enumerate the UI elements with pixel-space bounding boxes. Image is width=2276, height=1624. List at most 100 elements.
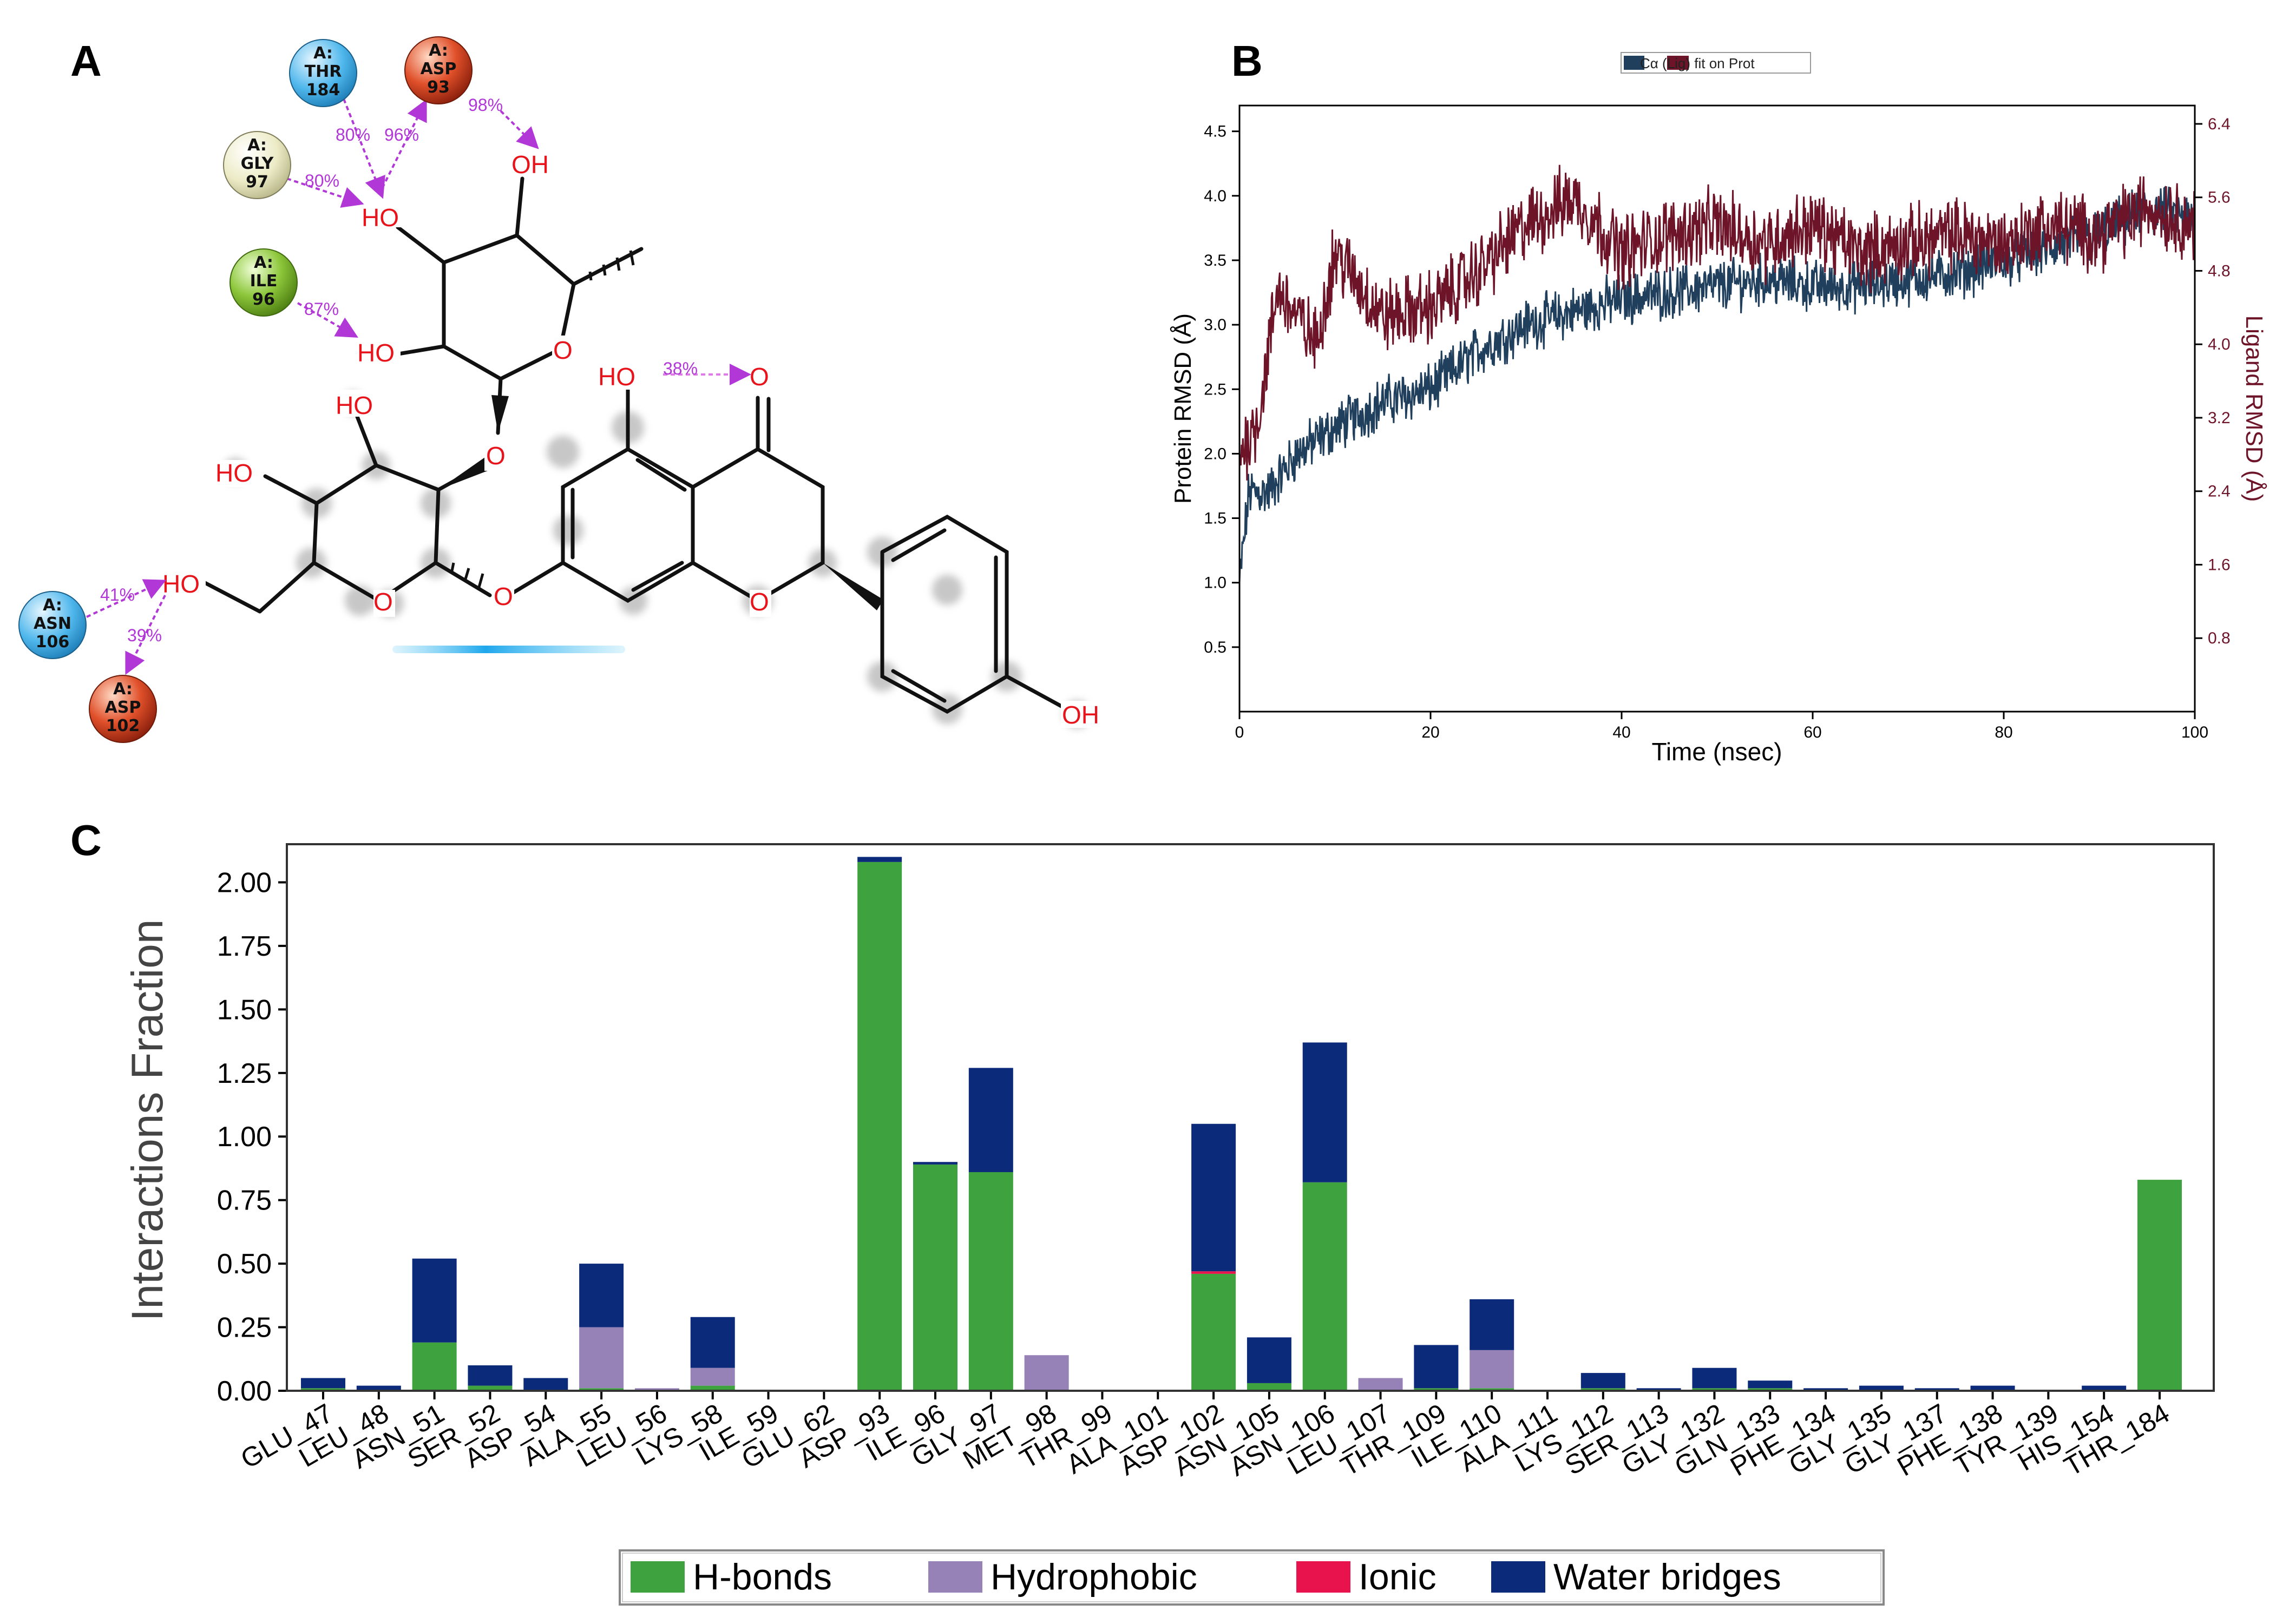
legend-swatch-ionic: [1296, 1561, 1350, 1593]
legend-swatch-hydrophobic: [928, 1561, 982, 1593]
rmsd-y-right-label: Ligand RMSD (Å): [2241, 315, 2267, 502]
ligand-hash-bonds: [450, 250, 635, 588]
bar-y-tick-label: 0.75: [217, 1185, 272, 1217]
atom-ho-glc-1: HO: [336, 391, 373, 419]
rmsd-y-right-tick-label: 4.8: [2208, 262, 2231, 280]
panel-letter-c: C: [70, 816, 102, 864]
bar-leu_107-hydrophobic: [1358, 1378, 1403, 1391]
bar-lys_112-h-bonds: [1580, 1388, 1625, 1391]
pct-asn106: 41%: [100, 585, 135, 604]
bar-asp_102-h-bonds: [1191, 1273, 1236, 1391]
bar-gly_132-h-bonds: [1692, 1388, 1737, 1391]
rmsd-y-left-label: Protein RMSD (Å): [1170, 313, 1196, 504]
bar-phe_138-water-bridges: [1970, 1385, 2015, 1391]
rmsd-x-tick-label: 40: [1612, 724, 1630, 741]
bar-y-tick-label: 2.00: [217, 867, 272, 898]
bar-asn_106-water-bridges: [1302, 1042, 1347, 1182]
atom-ho-aglycone: HO: [598, 363, 635, 391]
rmsd-y-right-tick-label: 4.0: [2208, 336, 2231, 353]
bar-glu_47-h-bonds: [301, 1388, 345, 1391]
interactions-bar-chart: GLU_47LEU_48ASN_51SER_52ASP_54ALA_55LEU_…: [123, 843, 2215, 1606]
atom-o-glc-ring: O: [373, 588, 393, 616]
bar-asn_105-h-bonds: [1247, 1383, 1291, 1391]
bar-y-tick-label: 1.75: [217, 931, 272, 962]
atom-oh-rha: OH: [511, 150, 549, 179]
bar-plot-area: [286, 843, 2215, 1392]
atom-o-glycoside: O: [486, 442, 506, 470]
residue-thr184-chain: A:: [313, 44, 333, 63]
bar-gln_133-water-bridges: [1748, 1380, 1793, 1389]
bar-ile_96-water-bridges: [913, 1162, 957, 1165]
bar-thr_109-water-bridges: [1414, 1345, 1459, 1389]
rmsd-axes-layer: 0 20 40 60 80 100 0.5 1.0 1.5 2.0 2.5 3.0 3.5 4.0 4.5 0…: [1204, 104, 2231, 741]
bar-lys_112-water-bridges: [1580, 1373, 1625, 1389]
bar-lys_58-h-bonds: [690, 1385, 735, 1391]
bar-y-tick-label: 0.50: [217, 1248, 272, 1280]
rmsd-chart: 0 20 40 60 80 100 0.5 1.0 1.5 2.0 2.5 3.0 3.5 4.0 4.5 0…: [1170, 52, 2267, 766]
bar-gln_133-h-bonds: [1748, 1388, 1793, 1391]
residue-thr184-name: THR: [305, 62, 342, 81]
pct-asp102: 39%: [127, 626, 162, 645]
bar-ala_55-hydrophobic: [579, 1327, 624, 1389]
atom-ho-glc-2: HO: [215, 459, 253, 487]
rmsd-y-left-tick-label: 4.0: [1204, 187, 1226, 205]
bar-leu_48-water-bridges: [356, 1385, 401, 1391]
residue-gly97-chain: A:: [247, 136, 267, 155]
residue-ile96-name: ILE: [250, 272, 278, 291]
residue-ile96-chain: A:: [254, 253, 273, 272]
panel-letter-a: A: [70, 37, 102, 85]
residue-asp93-name: ASP: [421, 60, 457, 78]
bar-ile_110-hydrophobic: [1470, 1350, 1514, 1389]
bar-phe_134-water-bridges: [1803, 1388, 1848, 1391]
rmsd-y-left-tick-label: 3.5: [1204, 252, 1226, 269]
pct-asp93-a: 96%: [384, 125, 419, 144]
residue-asp93-chain: A:: [429, 41, 448, 60]
rmsd-y-left-tick-label: 2.5: [1204, 380, 1226, 398]
solvent-exposure-bar: [392, 646, 625, 653]
rmsd-x-tick-label: 100: [2181, 724, 2208, 741]
bar-gly_132-water-bridges: [1692, 1367, 1737, 1389]
bar-y-tick-label: 1.50: [217, 994, 272, 1025]
legend-label-hydrophobic: Hydrophobic: [991, 1556, 1197, 1597]
bar-asn_105-water-bridges: [1247, 1337, 1291, 1383]
bar-leu_56-hydrophobic: [634, 1388, 679, 1391]
atom-o-rha-ring: O: [553, 336, 573, 364]
pct-asp93-b: 98%: [468, 95, 503, 115]
bar-asp_93-h-bonds: [857, 862, 902, 1391]
residue-asp102: A: ASP 102: [89, 675, 157, 743]
residue-asp93-num: 93: [427, 78, 450, 97]
residue-thr184: A: THR 184: [289, 39, 357, 107]
atom-labels: HO OH HO O HO HO O HO O O HO O O: [162, 149, 1104, 729]
residue-ile96: A: ILE 96: [229, 248, 298, 317]
residue-asp102-name: ASP: [105, 698, 141, 717]
bar-ile_96-h-bonds: [913, 1164, 957, 1391]
rmsd-y-left-tick-label: 1.0: [1204, 574, 1226, 592]
rmsd-x-tick-label: 80: [1995, 724, 2012, 741]
rmsd-y-right-tick-label: 6.4: [2208, 115, 2231, 133]
ligand-interaction-diagram: HO OH HO O HO HO O HO O O HO O O: [18, 36, 1104, 743]
bar-gly_137-water-bridges: [1914, 1388, 1959, 1391]
rmsd-series-right: [1238, 165, 2196, 481]
rmsd-y-right-tick-label: 0.8: [2208, 629, 2231, 647]
bar-ser_52-water-bridges: [468, 1365, 513, 1386]
rmsd-series-layer: [1238, 165, 2196, 583]
bar-asp_93-water-bridges: [857, 857, 902, 862]
solvent-exposure-halos: [222, 391, 1091, 728]
hbond-arrows: [86, 91, 751, 675]
bar-ile_110-h-bonds: [1470, 1388, 1514, 1391]
rmsd-y-left-tick-label: 0.5: [1204, 639, 1226, 656]
bar-met_98-hydrophobic: [1024, 1355, 1069, 1391]
atom-ho-rha-2: HO: [357, 339, 395, 367]
legend-label-h-bonds: H-bonds: [693, 1556, 832, 1597]
bar-ser_52-h-bonds: [468, 1385, 513, 1391]
residue-thr184-num: 184: [306, 81, 340, 100]
pct-ile96: 87%: [304, 299, 339, 319]
bar-layer: [301, 857, 2182, 1391]
rmsd-y-left-tick-label: 2.0: [1204, 445, 1226, 463]
rmsd-series-left: [1238, 186, 2196, 583]
legend-label-water-bridges: Water bridges: [1553, 1556, 1781, 1597]
bar-gly_97-h-bonds: [968, 1172, 1013, 1391]
bar-plot-border: [286, 843, 2215, 1392]
atom-ho-glc-3: HO: [162, 570, 200, 598]
